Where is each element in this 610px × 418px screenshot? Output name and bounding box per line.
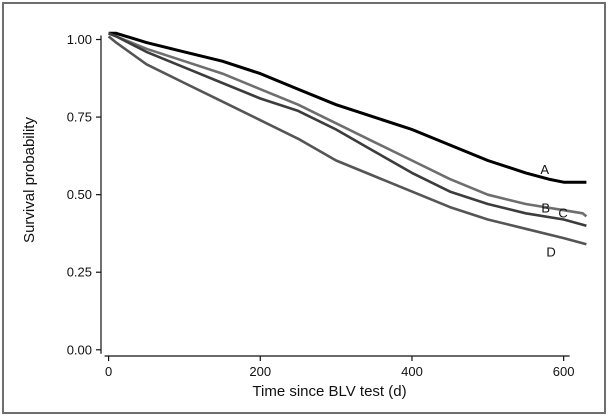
series-line-a: [108, 31, 587, 184]
x-tick-label: 400: [401, 364, 423, 379]
x-tick-label: 200: [249, 364, 271, 379]
y-tick-label: 1.00: [67, 32, 92, 47]
series-label-b: B: [541, 200, 550, 215]
series-label-a: A: [540, 162, 549, 177]
y-tick-label: 0.75: [67, 110, 92, 125]
x-ticks: 0 200 400 600: [105, 356, 575, 379]
series-labels: A B C D: [540, 162, 567, 259]
survival-chart: 0.00 0.25 0.50 0.75 1.00 0 200 400 600 A B C D Tim…: [21, 31, 588, 400]
x-tick-label: 0: [105, 364, 112, 379]
x-tick-label: 600: [553, 364, 575, 379]
series-line-b: [108, 32, 588, 218]
series-line-d: [107, 35, 587, 246]
y-tick-label: 0.00: [67, 342, 92, 357]
series-label-c: C: [558, 206, 567, 221]
y-axis-label: Survival probability: [21, 117, 38, 243]
y-ticks: 0.00 0.25 0.50 0.75 1.00: [67, 32, 101, 357]
y-tick-label: 0.50: [67, 187, 92, 202]
series-line-c: [108, 32, 587, 227]
y-tick-label: 0.25: [67, 265, 92, 280]
series-lines: [107, 31, 588, 246]
series-label-d: D: [546, 244, 555, 259]
x-axis-label: Time since BLV test (d): [252, 383, 406, 400]
axes: [100, 35, 570, 357]
